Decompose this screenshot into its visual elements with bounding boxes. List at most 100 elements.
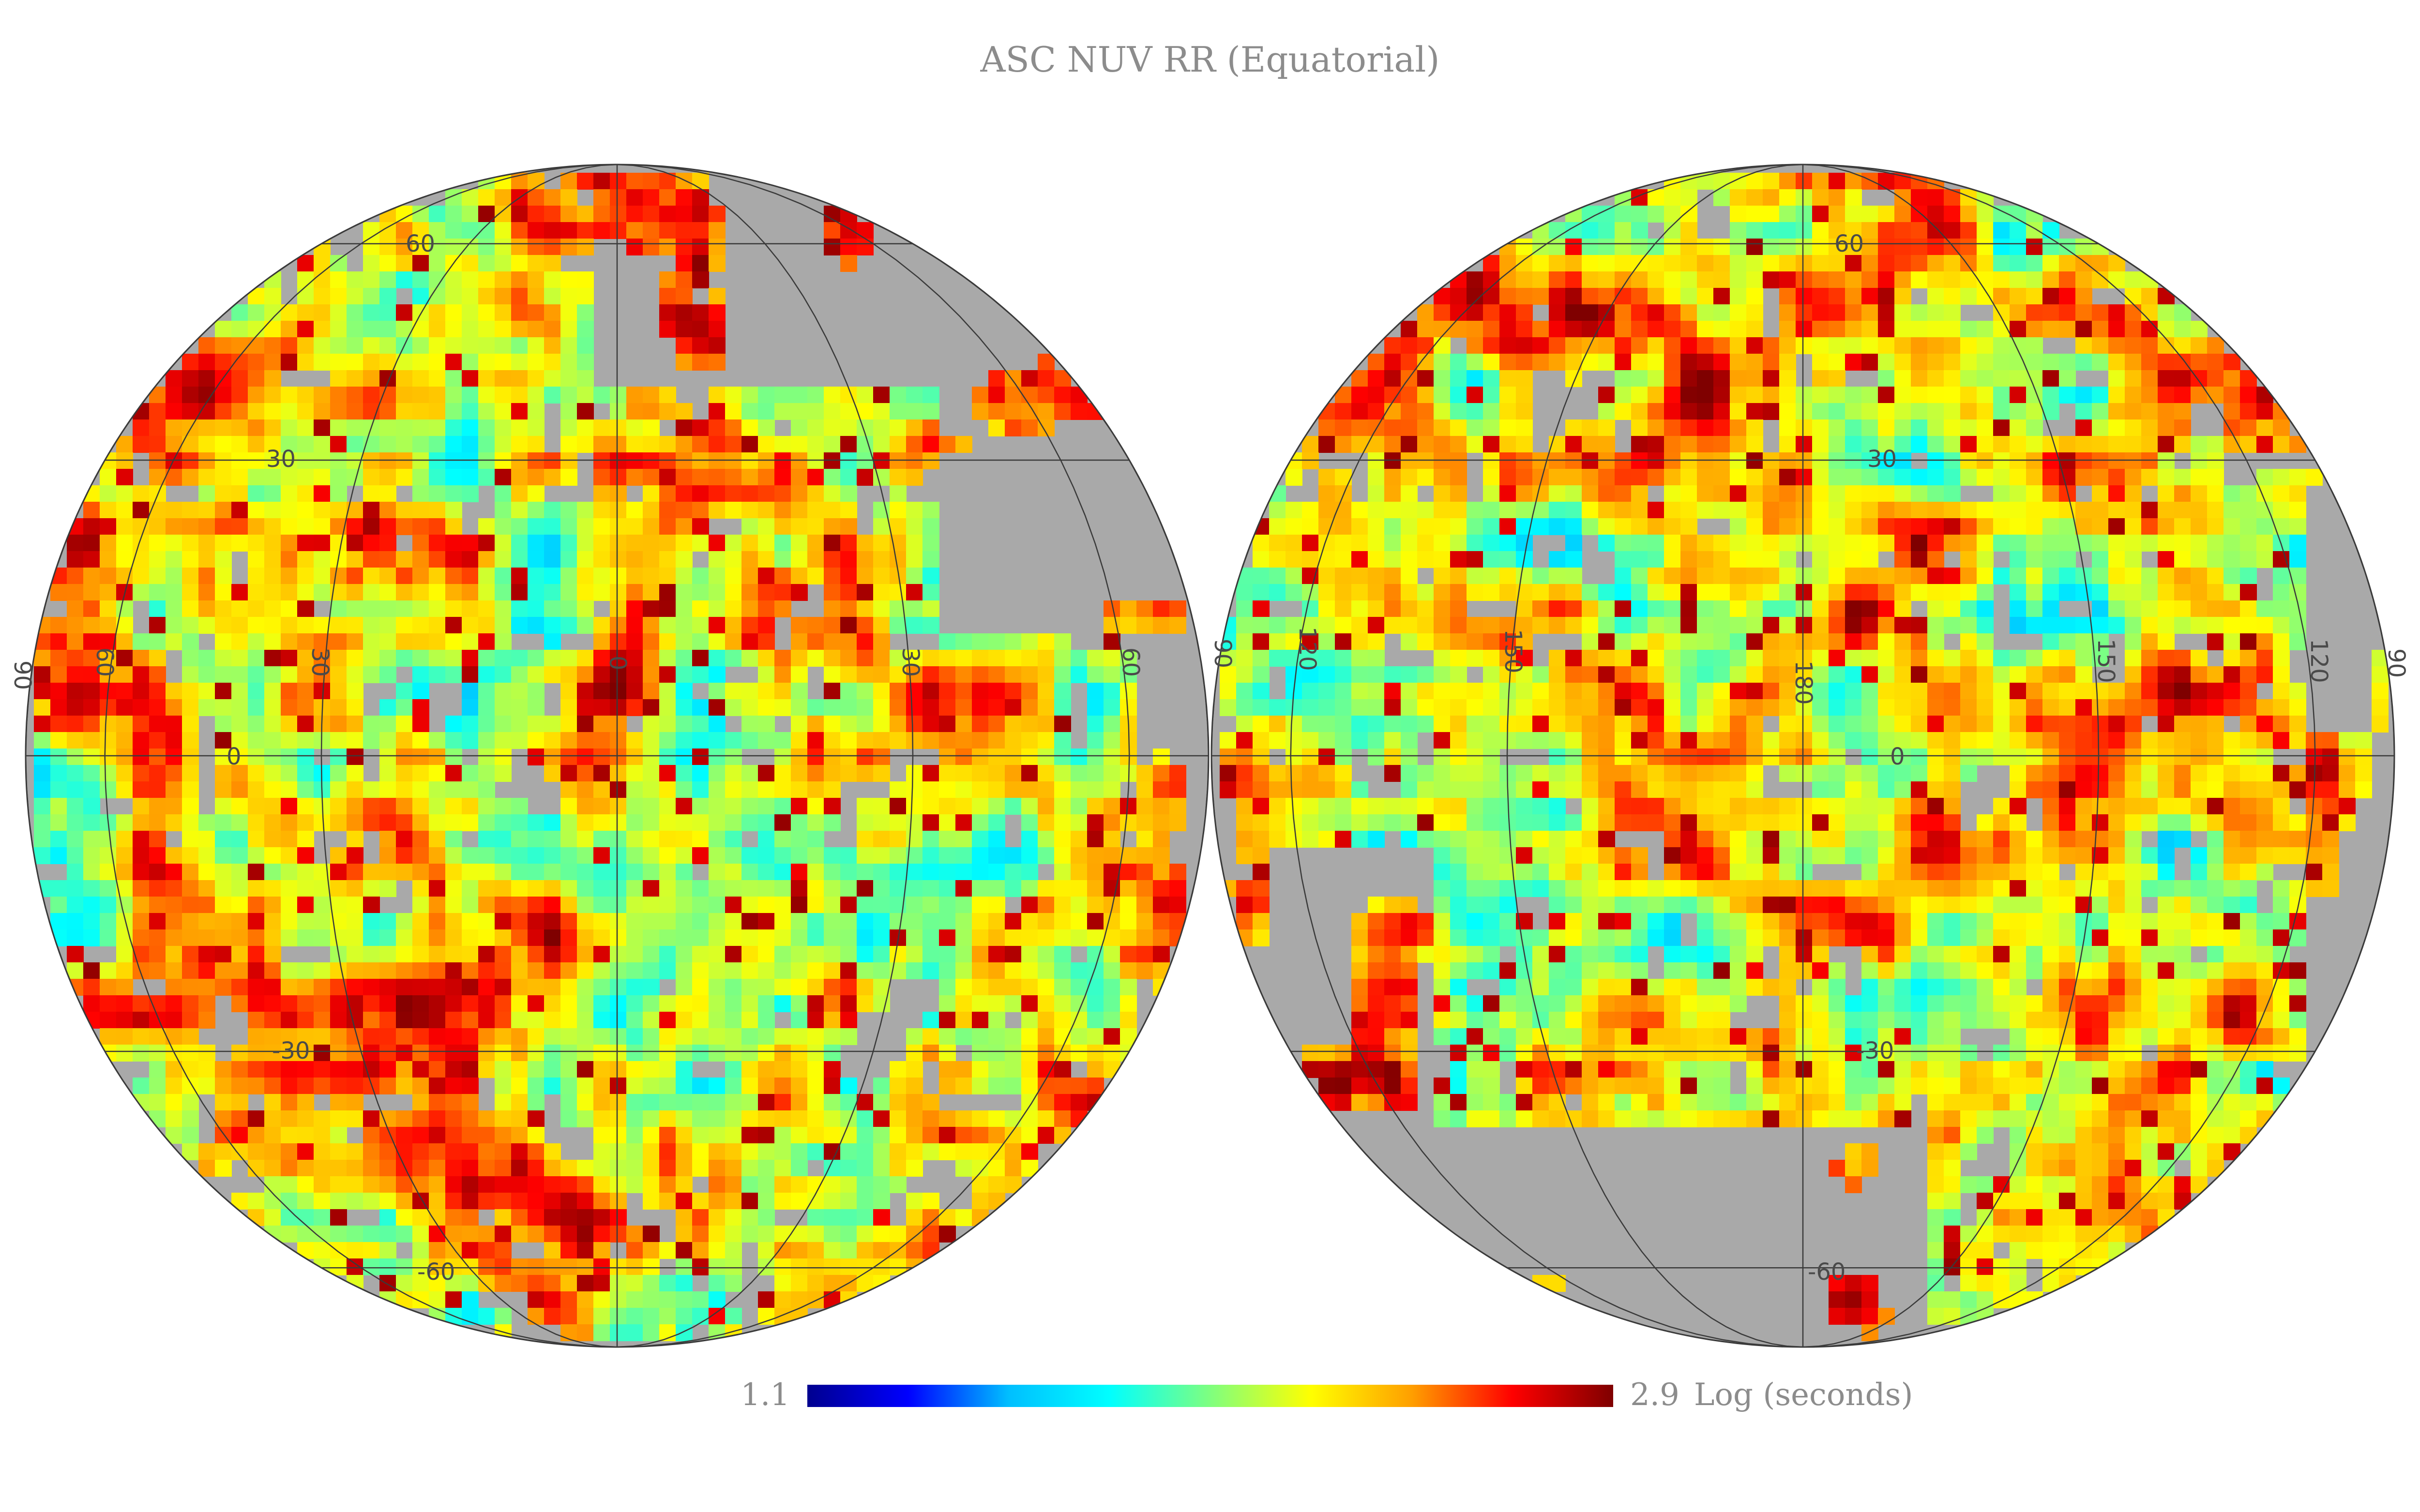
exposure-tile [396, 255, 413, 272]
exposure-tile [363, 716, 380, 733]
exposure-tile [1746, 271, 1763, 288]
exposure-tile [1746, 452, 1763, 469]
exposure-tile [1021, 798, 1038, 815]
exposure-tile [824, 239, 841, 255]
exposure-tile [1368, 568, 1385, 584]
exposure-tile [1680, 370, 1697, 387]
exposure-tile [643, 1110, 660, 1127]
exposure-tile [478, 1308, 495, 1325]
exposure-tile [1021, 650, 1038, 667]
exposure-tile [379, 452, 396, 469]
exposure-tile [2125, 436, 2142, 453]
exposure-tile [643, 781, 660, 798]
exposure-tile [988, 1127, 1005, 1144]
exposure-tile [1417, 551, 1434, 568]
exposure-tile [1582, 666, 1599, 683]
exposure-tile [379, 979, 396, 996]
exposure-tile [1927, 584, 1944, 601]
exposure-tile [643, 1160, 660, 1177]
exposure-tile [1582, 304, 1599, 321]
exposure-tile [1467, 568, 1483, 584]
exposure-tile [1401, 518, 1418, 535]
exposure-tile [709, 1143, 726, 1160]
exposure-tile [709, 749, 726, 765]
exposure-tile [1384, 436, 1401, 453]
exposure-tile [511, 1045, 528, 1062]
exposure-tile [1763, 387, 1780, 404]
exposure-tile [2273, 600, 2290, 617]
exposure-tile [1005, 403, 1022, 420]
exposure-tile [774, 732, 791, 749]
exposure-tile [807, 864, 824, 881]
exposure-tile [939, 962, 956, 979]
exposure-tile [774, 1226, 791, 1243]
exposure-tile [643, 1258, 660, 1275]
exposure-tile [215, 1160, 232, 1177]
exposure-tile [758, 419, 775, 436]
exposure-tile [330, 962, 347, 979]
exposure-tile [988, 370, 1005, 387]
exposure-tile [1483, 370, 1500, 387]
exposure-tile [1664, 452, 1681, 469]
exposure-tile [1450, 650, 1467, 667]
exposure-tile [610, 1291, 627, 1308]
exposure-tile [231, 979, 248, 996]
exposure-tile [1499, 502, 1516, 519]
exposure-tile [873, 798, 890, 815]
exposure-tile [1417, 683, 1434, 700]
exposure-tile [1236, 666, 1253, 683]
exposure-tile [988, 962, 1005, 979]
exposure-tile [2010, 683, 2027, 700]
exposure-tile [2273, 436, 2290, 453]
exposure-tile [198, 1160, 215, 1177]
exposure-tile [1648, 600, 1664, 617]
exposure-tile [791, 1193, 808, 1210]
exposure-tile [116, 847, 133, 864]
exposure-tile [955, 880, 972, 897]
exposure-tile [1697, 436, 1714, 453]
exposure-tile [1812, 337, 1829, 354]
exposure-tile [2108, 255, 2125, 272]
exposure-tile [363, 304, 380, 321]
exposure-tile [2174, 683, 2191, 700]
exposure-tile [560, 650, 577, 667]
exposure-tile [347, 880, 363, 897]
exposure-tile [1038, 683, 1055, 700]
exposure-tile [1845, 469, 1862, 486]
exposure-tile [1944, 469, 1961, 486]
exposure-tile [923, 535, 939, 552]
exposure-tile [2075, 403, 2092, 420]
exposure-tile [1087, 781, 1104, 798]
exposure-tile [1861, 403, 1878, 420]
exposure-tile [412, 749, 429, 765]
exposure-tile [1136, 765, 1153, 782]
exposure-tile [264, 732, 281, 749]
exposure-tile [445, 600, 462, 617]
exposure-tile [429, 633, 446, 650]
exposure-tile [264, 1028, 281, 1045]
exposure-tile [857, 452, 874, 469]
exposure-tile [1713, 189, 1730, 206]
exposure-tile [231, 304, 248, 321]
exposure-tile [873, 1275, 890, 1292]
exposure-tile [2273, 551, 2290, 568]
exposure-tile [2042, 666, 2059, 683]
left-lon-label-60w: 60 [91, 647, 118, 677]
exposure-tile [281, 1110, 298, 1127]
exposure-tile [1944, 271, 1961, 288]
exposure-tile [231, 337, 248, 354]
exposure-tile [741, 452, 758, 469]
exposure-tile [2042, 271, 2059, 288]
exposure-tile [412, 913, 429, 930]
exposure-tile [1763, 337, 1780, 354]
exposure-tile [2042, 469, 2059, 486]
exposure-tile [840, 929, 857, 946]
exposure-tile [741, 469, 758, 486]
exposure-tile [560, 419, 577, 436]
exposure-tile [709, 1110, 726, 1127]
exposure-tile [248, 1028, 265, 1045]
exposure-tile [2191, 617, 2208, 634]
exposure-tile [330, 403, 347, 420]
exposure-tile [149, 403, 166, 420]
exposure-tile [741, 1045, 758, 1062]
